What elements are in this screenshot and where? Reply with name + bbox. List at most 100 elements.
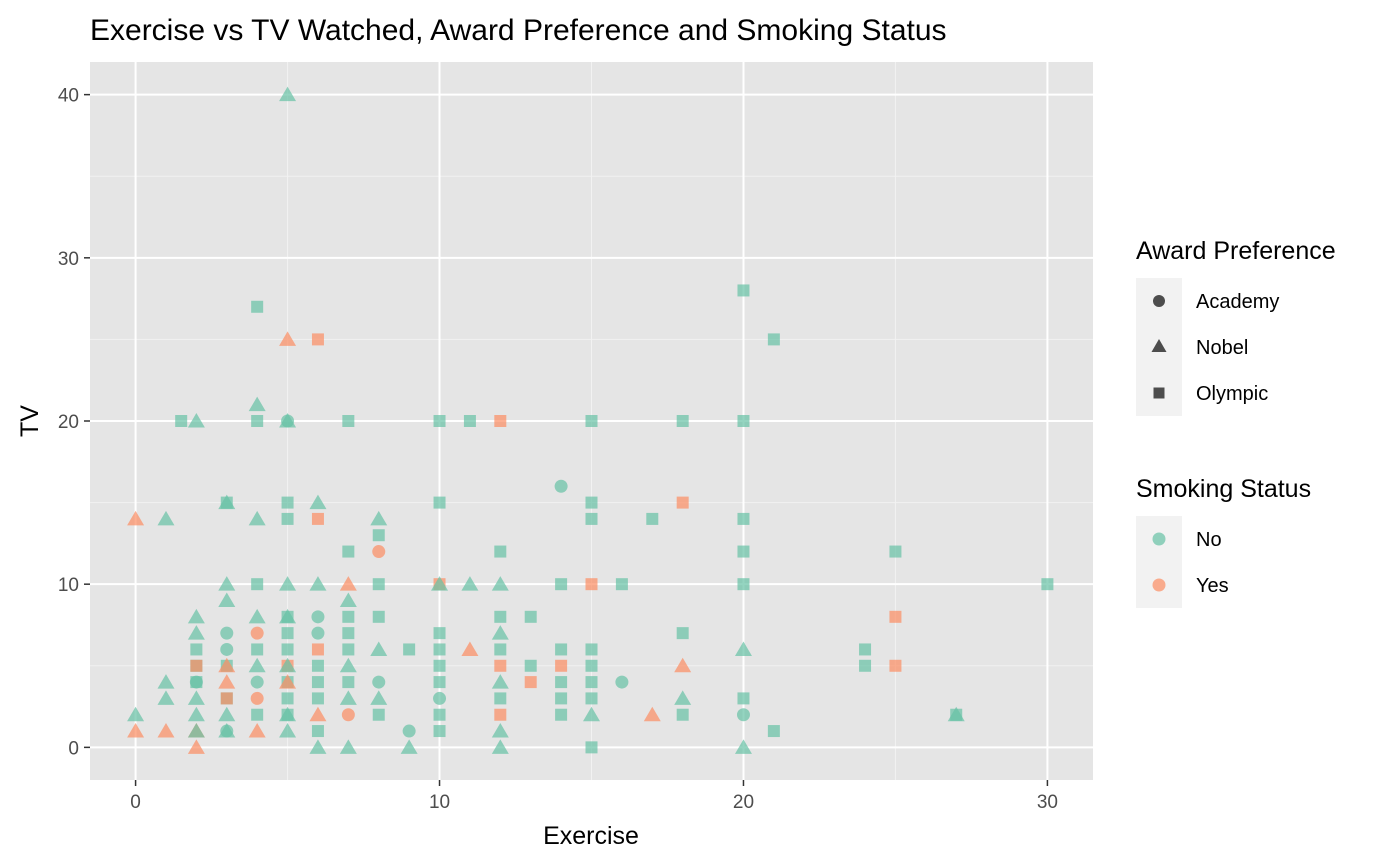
- data-point-academy: [615, 675, 629, 689]
- data-point-academy: [372, 675, 386, 689]
- data-point-nobel: [187, 739, 205, 754]
- x-tick-label: 10: [429, 792, 450, 813]
- data-point-nobel: [248, 608, 266, 624]
- data-point-olympic: [767, 725, 780, 738]
- data-point-nobel: [309, 576, 327, 591]
- data-point-nobel: [187, 625, 205, 640]
- data-point-olympic: [311, 692, 324, 705]
- data-point-olympic: [494, 659, 507, 672]
- data-point-olympic: [311, 676, 324, 689]
- data-point-academy: [311, 626, 325, 640]
- data-point-olympic: [555, 692, 568, 705]
- data-point-nobel: [491, 674, 509, 689]
- data-point-olympic: [676, 496, 689, 509]
- data-point-academy: [402, 724, 416, 738]
- legend-yes-circle-icon: [1152, 578, 1166, 592]
- data-point-academy: [250, 675, 264, 689]
- data-point-academy: [341, 708, 355, 722]
- data-point-olympic: [311, 643, 324, 656]
- data-point-olympic: [524, 676, 537, 689]
- legend-no-circle-icon: [1152, 532, 1166, 546]
- data-point-olympic: [372, 708, 385, 721]
- data-point-olympic: [251, 300, 264, 313]
- data-point-nobel: [339, 690, 357, 705]
- y-tick-label: 20: [58, 412, 79, 433]
- data-point-olympic: [889, 659, 902, 672]
- legend-award-title: Award Preference: [1136, 237, 1336, 265]
- x-tick-label: 20: [733, 792, 754, 813]
- data-point-nobel: [157, 690, 175, 705]
- legend-academy-circle-icon: [1153, 295, 1165, 307]
- data-point-academy: [311, 610, 325, 624]
- data-point-nobel: [218, 592, 236, 607]
- data-point-academy: [250, 626, 264, 640]
- data-point-olympic: [372, 578, 385, 591]
- data-point-olympic: [494, 545, 507, 558]
- data-point-olympic: [433, 496, 446, 509]
- data-point-olympic: [585, 692, 598, 705]
- data-point-nobel: [734, 641, 752, 656]
- data-point-nobel: [643, 706, 661, 722]
- data-point-olympic: [585, 643, 598, 656]
- data-point-olympic: [281, 627, 294, 640]
- data-point-olympic: [524, 610, 537, 623]
- data-point-olympic: [220, 496, 233, 509]
- data-point-nobel: [127, 510, 145, 526]
- data-point-olympic: [494, 692, 507, 705]
- x-tick-label: 0: [130, 792, 141, 813]
- x-axis-title: Exercise: [543, 822, 639, 850]
- data-point-olympic: [1041, 578, 1054, 591]
- data-point-nobel: [279, 674, 297, 689]
- data-point-olympic: [403, 643, 416, 656]
- data-point-olympic: [767, 333, 780, 346]
- data-point-olympic: [585, 512, 598, 525]
- data-point-nobel: [370, 641, 388, 656]
- data-point-olympic: [950, 708, 963, 721]
- data-point-olympic: [251, 708, 264, 721]
- data-point-olympic: [676, 415, 689, 427]
- data-point-olympic: [251, 415, 264, 427]
- data-point-nobel: [279, 86, 297, 102]
- data-point-nobel: [127, 706, 145, 722]
- data-point-nobel: [583, 706, 600, 722]
- y-tick-label: 10: [58, 575, 79, 596]
- data-point-olympic: [281, 496, 294, 509]
- legend-no-label: No: [1196, 529, 1222, 551]
- data-point-nobel: [400, 739, 418, 754]
- data-point-olympic: [342, 676, 355, 689]
- data-point-nobel: [491, 576, 509, 591]
- data-point-academy: [372, 545, 386, 559]
- data-point-olympic: [281, 692, 294, 705]
- data-point-olympic: [342, 627, 355, 640]
- data-point-olympic: [251, 578, 264, 591]
- legend-smoking-status: Smoking Status No Yes: [1136, 475, 1311, 608]
- data-point-olympic: [311, 659, 324, 672]
- data-point-olympic: [494, 643, 507, 656]
- data-point-nobel: [279, 657, 297, 673]
- data-point-nobel: [279, 723, 297, 738]
- data-point-academy: [433, 691, 447, 705]
- data-point-olympic: [676, 708, 689, 721]
- data-point-olympic: [585, 496, 598, 509]
- data-point-nobel: [279, 706, 297, 722]
- data-point-nobel: [674, 657, 692, 673]
- data-point-academy: [281, 414, 295, 428]
- data-point-nobel: [339, 739, 357, 754]
- data-point-nobel: [187, 706, 205, 722]
- data-point-nobel: [370, 510, 388, 526]
- data-point-nobel: [187, 413, 205, 428]
- data-point-olympic: [494, 708, 507, 721]
- data-point-olympic: [585, 659, 598, 672]
- data-point-nobel: [157, 674, 175, 689]
- data-point-nobel: [279, 576, 297, 591]
- data-point-nobel: [248, 723, 266, 738]
- data-point-olympic: [175, 415, 188, 427]
- data-point-nobel: [370, 690, 388, 705]
- data-point-nobel: [218, 657, 236, 673]
- data-point-nobel: [461, 576, 479, 591]
- data-point-olympic: [433, 627, 446, 640]
- data-point-nobel: [248, 657, 266, 673]
- data-point-nobel: [248, 510, 266, 526]
- legend-olympic-label: Olympic: [1196, 383, 1268, 405]
